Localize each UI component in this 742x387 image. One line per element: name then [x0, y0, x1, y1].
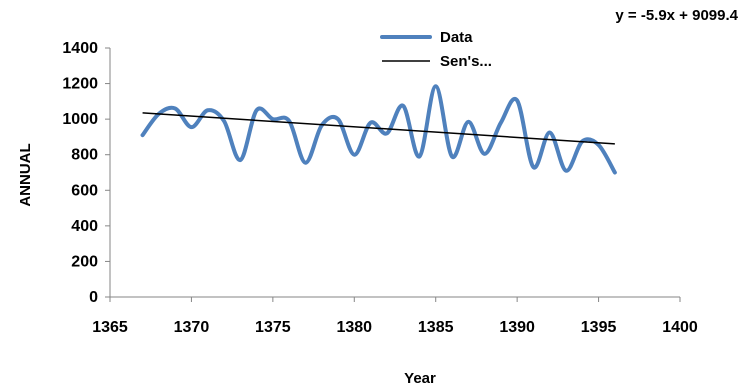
- x-tick-label: 1400: [662, 319, 698, 336]
- y-tick-label: 1400: [62, 40, 98, 57]
- x-tick-label: 1390: [499, 319, 535, 336]
- trendline-equation: y = -5.9x + 9099.4: [615, 7, 738, 24]
- y-axis-title-group: ANNUAL: [17, 143, 34, 206]
- x-tick-label: 1385: [418, 319, 454, 336]
- x-tick-label: 1380: [336, 319, 372, 336]
- y-tick-label: 1000: [62, 111, 98, 128]
- y-tick-label: 400: [71, 218, 98, 235]
- y-tick-label: 1200: [62, 76, 98, 93]
- series-line-sen-s: [142, 112, 615, 145]
- series-line-data: [140, 84, 617, 175]
- legend: Data Sen's...: [380, 29, 492, 70]
- y-tick-label: 0: [89, 289, 98, 306]
- y-tick-label: 600: [71, 182, 98, 199]
- y-axis-title: ANNUAL: [17, 143, 34, 206]
- x-tick-label: 1370: [174, 319, 210, 336]
- legend-label-sens: Sen's...: [440, 53, 492, 70]
- axes: 0 200 400 600 800 1000 1200 1400 1365 1370 1375 138…: [62, 40, 697, 336]
- x-tick-label: 1375: [255, 319, 291, 336]
- y-tick-label: 200: [71, 253, 98, 270]
- series-layer: [140, 84, 617, 175]
- y-tick-label: 800: [71, 147, 98, 164]
- x-tick-label: 1395: [581, 319, 617, 336]
- x-axis-title: Year: [404, 370, 436, 387]
- legend-label-data: Data: [440, 29, 473, 46]
- x-tick-label: 1365: [92, 319, 128, 336]
